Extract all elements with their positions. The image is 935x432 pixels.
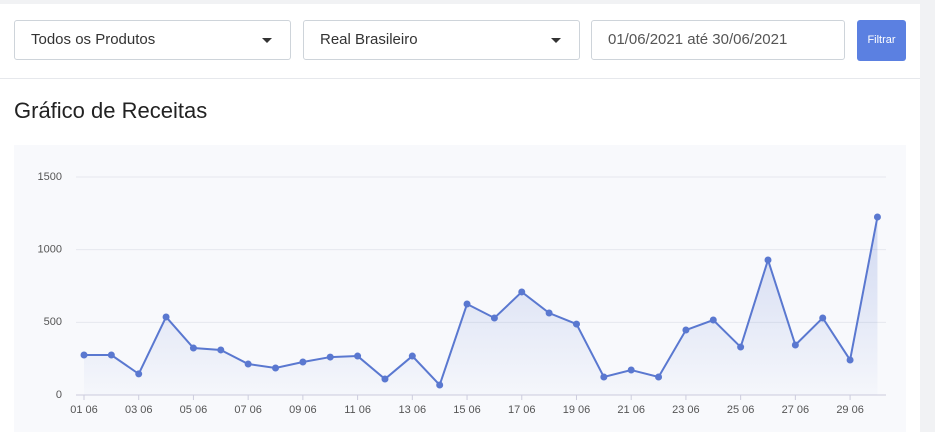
point (381, 375, 389, 383)
x-tick-label: 13 06 (399, 404, 427, 416)
x-tick-label: 25 06 (727, 404, 755, 416)
product-label: Todos os Produtos (31, 31, 156, 48)
point (682, 326, 690, 334)
point (162, 313, 170, 321)
point (135, 370, 143, 378)
y-tick-label: 500 (44, 316, 62, 328)
filter-button[interactable]: Filtrar (857, 20, 906, 61)
x-tick-label: 27 06 (782, 404, 810, 416)
line (84, 216, 879, 387)
date-range-input[interactable]: 01/06/2021 até 30/06/2021 (591, 20, 845, 60)
point (107, 351, 115, 359)
y-tick-label: 1500 (38, 171, 62, 183)
x-tick-label: 01 06 (70, 404, 98, 416)
x-tick-label: 21 06 (617, 404, 645, 416)
x-tick-label: 29 06 (836, 404, 864, 416)
point (627, 366, 635, 374)
caret (262, 38, 272, 43)
y-tick-label: 0 (56, 389, 62, 401)
currency-select[interactable]: Real Brasileiro (303, 20, 580, 60)
x-tick-label: 17 06 (508, 404, 536, 416)
point (572, 320, 580, 328)
point (518, 288, 526, 296)
date-range-label: 01/06/2021 até 30/06/2021 (608, 31, 788, 48)
point (354, 352, 362, 360)
x-tick-label: 19 06 (563, 404, 591, 416)
point (655, 373, 663, 381)
x-tick-label: 05 06 (180, 404, 208, 416)
point (819, 314, 827, 322)
point (272, 364, 280, 372)
x-tick-label: 23 06 (672, 404, 700, 416)
point (299, 358, 307, 366)
point (436, 381, 444, 389)
caret (551, 38, 561, 43)
y-tick-label: 1000 (38, 244, 62, 256)
point (737, 343, 745, 351)
point (80, 351, 88, 359)
x-tick-label: 09 06 (289, 404, 317, 416)
area (84, 216, 878, 395)
point (408, 352, 416, 360)
point (244, 360, 252, 368)
filter-bar: Todos os Produtos Real Brasileiro 01/06/… (0, 4, 920, 79)
point (791, 341, 799, 349)
chart: 0 500 1000 1500 01 06 03 06 05 06 07 06 09 06 11 … (14, 145, 906, 432)
point (217, 346, 225, 354)
x-tick-label: 15 06 (453, 404, 481, 416)
panel: Todos os Produtos Real Brasileiro 01/06/… (0, 4, 920, 432)
point (326, 353, 334, 361)
x-tick-label: 11 06 (344, 404, 371, 416)
x-tick-label: 07 06 (234, 404, 262, 416)
point (846, 356, 854, 364)
point (189, 344, 197, 352)
point (709, 316, 717, 324)
point (600, 373, 608, 381)
chart-title: Gráfico de Receitas (14, 98, 208, 123)
currency-label: Real Brasileiro (320, 31, 418, 48)
product-select[interactable]: Todos os Produtos (14, 20, 291, 60)
point (490, 314, 498, 322)
point (545, 309, 553, 317)
x-tick-label: 03 06 (125, 404, 153, 416)
point (873, 213, 881, 221)
point (764, 256, 772, 264)
point (463, 300, 471, 308)
